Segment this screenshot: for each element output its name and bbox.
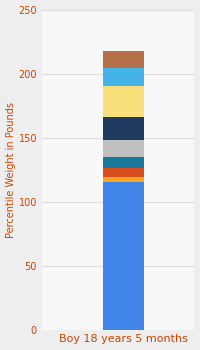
Bar (103, 50, 144, 69)
Bar (103, 69, 144, 86)
Bar (103, 168, 144, 177)
Bar (103, 177, 144, 182)
Bar (103, 117, 144, 140)
Y-axis label: Percentile Weight in Pounds: Percentile Weight in Pounds (6, 102, 16, 238)
Bar (103, 182, 144, 330)
Bar (103, 86, 144, 117)
Bar (103, 140, 144, 157)
Bar (103, 157, 144, 168)
